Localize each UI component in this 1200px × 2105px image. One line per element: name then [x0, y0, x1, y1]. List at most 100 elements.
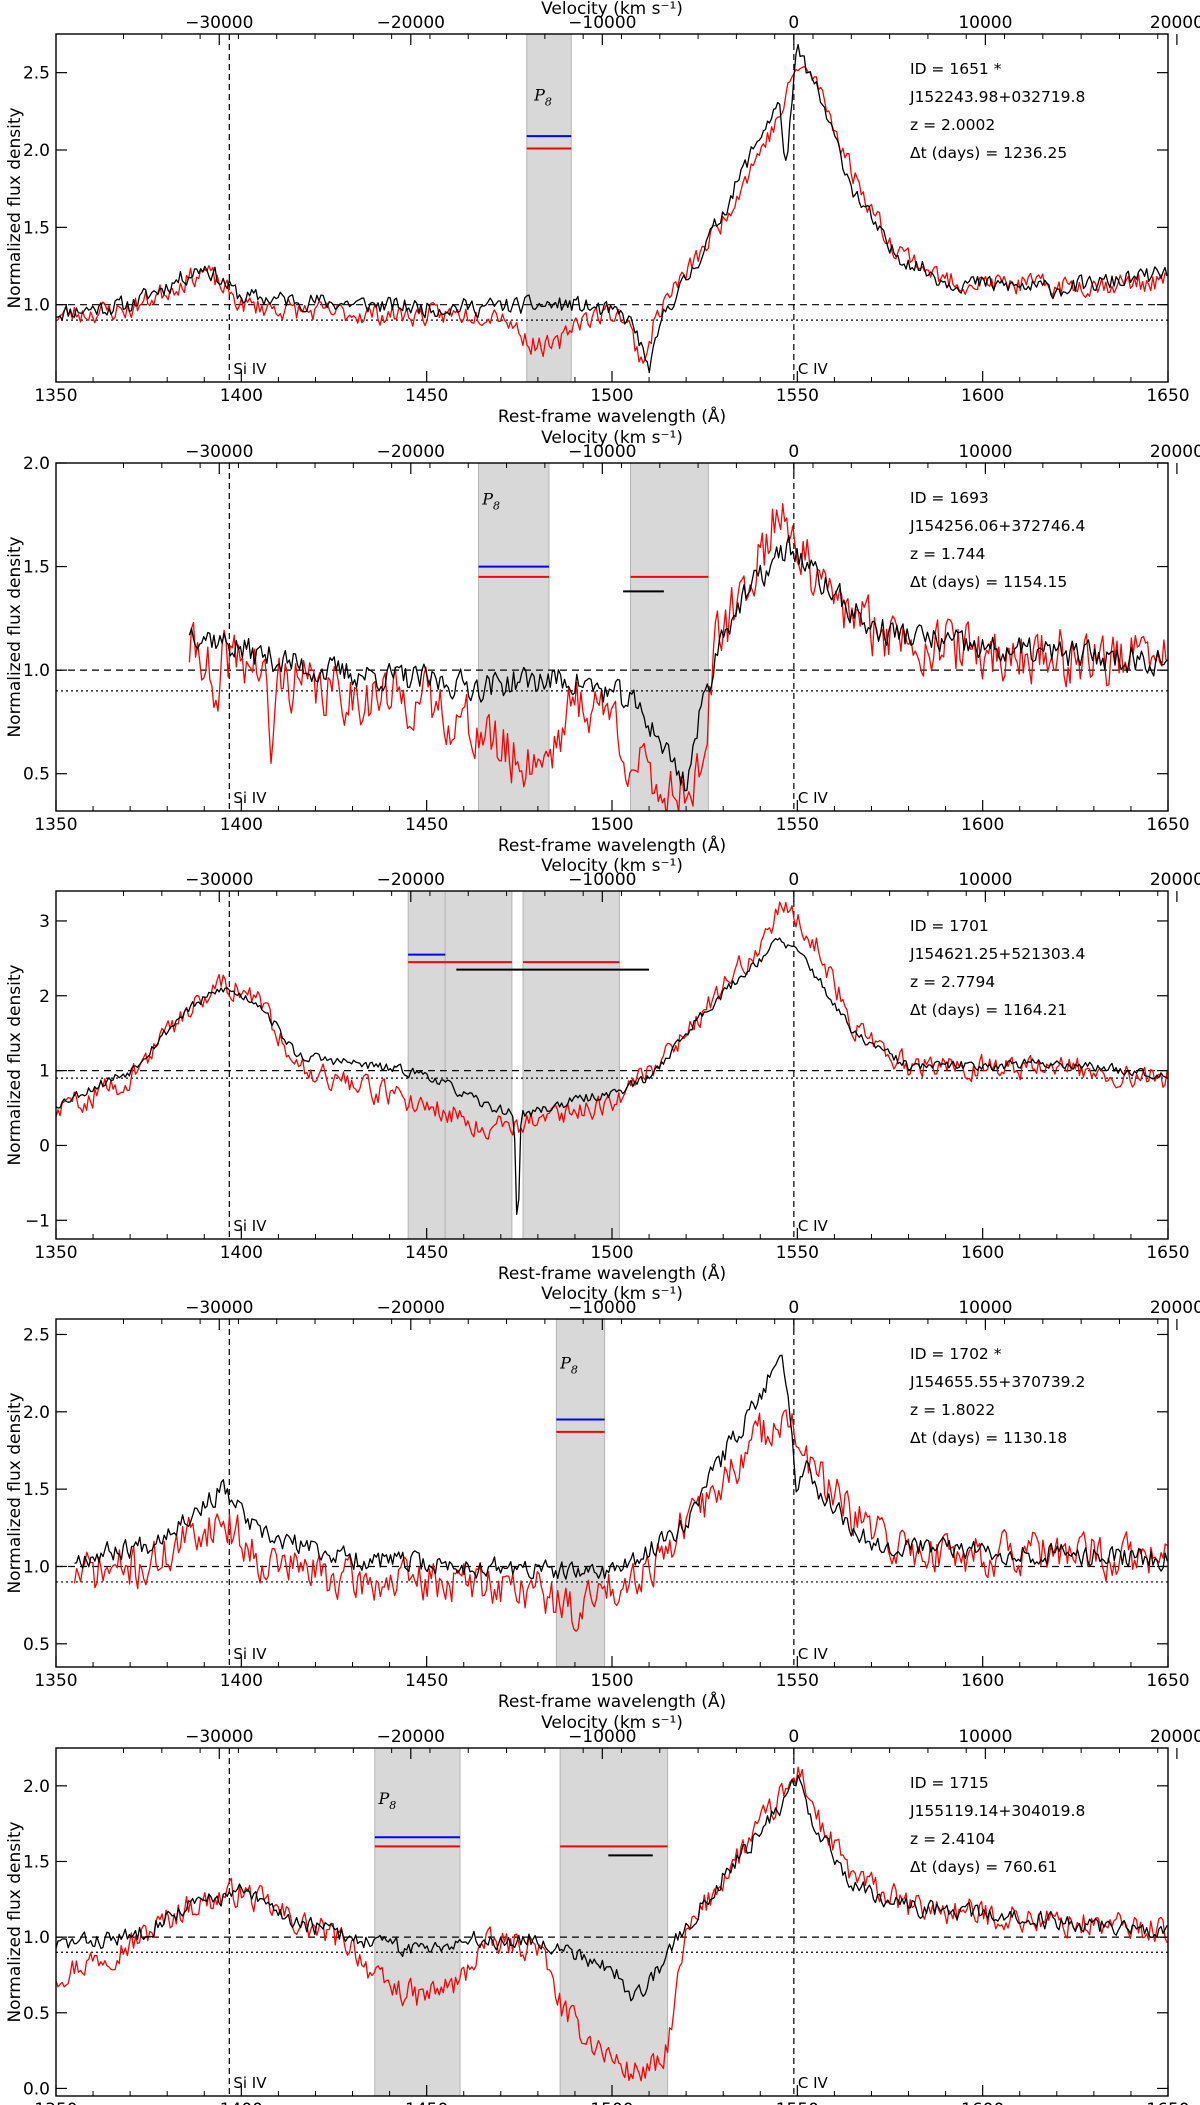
x-tick-label: 1450 [405, 815, 448, 835]
velocity-tick-label: −30000 [185, 13, 253, 33]
si-iv-label: Si IV [233, 2074, 267, 2092]
y-axis-title: Normalized flux density [5, 1821, 25, 2022]
x-tick-label: 1450 [405, 1671, 448, 1691]
x-tick-label: 1600 [961, 1671, 1004, 1691]
velocity-tick-label: −20000 [377, 1298, 445, 1318]
si-iv-label: Si IV [233, 1217, 267, 1235]
trough-region-1 [555, 1318, 606, 1668]
y-tick-label: 2.5 [23, 64, 50, 84]
x-tick-label: 1650 [1146, 386, 1189, 406]
spectra [56, 1766, 1168, 2082]
x-tick-label: 1350 [34, 1671, 77, 1691]
x-axis-title: Rest-frame wavelength (Å) [498, 834, 726, 856]
object-id: ID = 1651 * [910, 60, 1002, 78]
velocity-tick-label: 0 [788, 442, 799, 462]
velocity-tick-label: −30000 [185, 442, 253, 462]
x-axis-title: Rest-frame wavelength (Å) [498, 405, 726, 427]
velocity-tick-label: 0 [788, 870, 799, 890]
x-tick-label: 1500 [590, 815, 633, 835]
y-tick-label: 0.5 [23, 765, 50, 785]
si-iv-label: Si IV [233, 1645, 267, 1663]
x-axis-title: Rest-frame wavelength (Å) [498, 1690, 726, 1712]
x-tick-label: 1650 [1146, 1671, 1189, 1691]
x-tick-label: 1550 [776, 1243, 819, 1263]
object-id: ID = 1715 [910, 1774, 989, 1792]
velocity-axis-title: Velocity (km s⁻¹) [541, 1284, 683, 1304]
velocity-tick-label: −30000 [185, 870, 253, 890]
x-tick-label: 1550 [776, 1671, 819, 1691]
velocity-tick-label: 10000 [958, 1298, 1012, 1318]
velocity-tick-label: −10000 [568, 870, 636, 890]
y-axis-title: Normalized flux density [5, 964, 25, 1165]
y-tick-label: 1.0 [23, 1928, 50, 1948]
spectrum-epoch2 [73, 1409, 1168, 1632]
y-tick-label: 2.5 [23, 1325, 50, 1345]
redshift: z = 1.8022 [910, 1401, 995, 1419]
x-tick-label: 1500 [590, 2100, 633, 2105]
y-tick-label: 1.0 [23, 661, 50, 681]
redshift: z = 2.7794 [910, 973, 995, 991]
p8-label: P8 [559, 1353, 578, 1376]
velocity-tick-label: 20000 [1150, 442, 1200, 462]
velocity-tick-label: −10000 [568, 1298, 636, 1318]
velocity-tick-label: −20000 [377, 870, 445, 890]
c-iv-label: C IV [798, 2074, 829, 2092]
y-tick-label: 1.0 [23, 1557, 50, 1577]
velocity-tick-label: −10000 [568, 442, 636, 462]
x-tick-label: 1400 [220, 815, 263, 835]
c-iv-label: C IV [798, 360, 829, 378]
spectrum-epoch2 [56, 901, 1168, 1140]
y-tick-label: 0.5 [23, 1635, 50, 1655]
trough-region-2 [559, 1747, 669, 2097]
trough-region-1 [478, 462, 550, 812]
velocity-tick-label: −10000 [568, 1727, 636, 1747]
spectra [56, 901, 1168, 1215]
x-tick-label: 1350 [34, 2100, 77, 2105]
object-id: ID = 1693 [910, 489, 989, 507]
trough-region-1 [407, 890, 446, 1240]
redshift: z = 1.744 [910, 545, 985, 563]
y-tick-label: 2.0 [23, 454, 50, 474]
y-tick-label: 2.0 [23, 141, 50, 161]
panel-3: Si IV C IV 1350 1400 1450 1500 1550 1600 1650 −30… [5, 856, 1200, 1284]
y-tick-label: 1.5 [23, 1852, 50, 1872]
x-tick-label: 1350 [34, 1243, 77, 1263]
spectrum-epoch1 [74, 1354, 1168, 1580]
trough-region-3 [522, 890, 620, 1240]
c-iv-label: C IV [798, 1217, 829, 1235]
y-tick-label: 1.5 [23, 1480, 50, 1500]
velocity-tick-label: 20000 [1150, 1727, 1200, 1747]
x-tick-label: 1650 [1146, 2100, 1189, 2105]
plot-frame [55, 1318, 1169, 1668]
x-tick-label: 1600 [961, 386, 1004, 406]
spectrum-epoch1 [56, 43, 1168, 374]
x-tick-label: 1500 [590, 386, 633, 406]
x-tick-label: 1500 [590, 1671, 633, 1691]
y-tick-label: 1.5 [23, 218, 50, 238]
y-tick-label: 0 [39, 1136, 50, 1156]
velocity-tick-label: −30000 [185, 1298, 253, 1318]
y-tick-label: 2.0 [23, 1403, 50, 1423]
velocity-tick-label: −20000 [377, 442, 445, 462]
trough-region-2 [444, 890, 513, 1240]
spectra [73, 1354, 1168, 1632]
velocity-tick-label: 20000 [1150, 13, 1200, 33]
y-tick-label: 0.5 [23, 2004, 50, 2024]
object-id: ID = 1701 [910, 917, 989, 935]
velocity-tick-label: 10000 [958, 13, 1012, 33]
object-id: ID = 1702 * [910, 1345, 1002, 1363]
si-iv-label: Si IV [233, 360, 267, 378]
redshift: z = 2.0002 [910, 116, 995, 134]
panel-5: P8 Si IV C IV 1350 1400 1450 1500 1550 1600 1650 −… [5, 1713, 1200, 2105]
x-tick-label: 1600 [961, 2100, 1004, 2105]
y-tick-label: 3 [39, 912, 50, 932]
velocity-axis-title: Velocity (km s⁻¹) [541, 428, 683, 448]
x-tick-label: 1450 [405, 2100, 448, 2105]
y-axis-title: Normalized flux density [5, 107, 25, 308]
object-name: J154256.06+372746.4 [909, 517, 1085, 535]
y-tick-label: 1.5 [23, 558, 50, 578]
y-tick-label: 0.0 [23, 2079, 50, 2099]
time-baseline: Δt (days) = 760.61 [910, 1858, 1057, 1876]
y-axis-title: Normalized flux density [5, 536, 25, 737]
